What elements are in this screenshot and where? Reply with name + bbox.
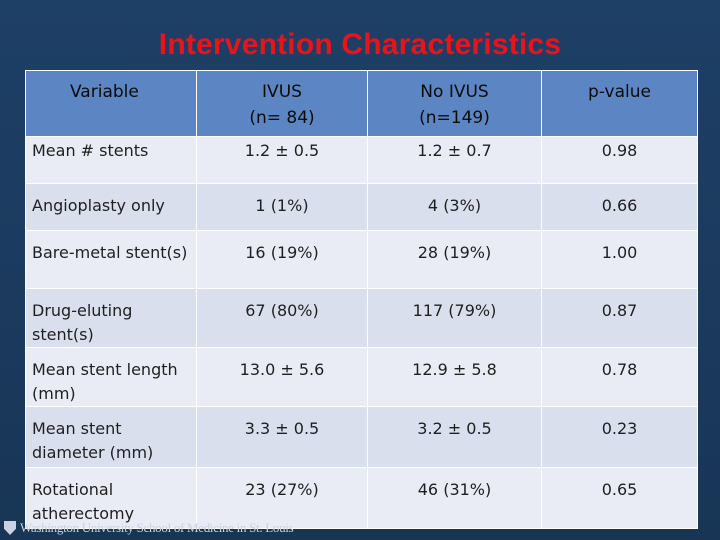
row-p-value: 1.00 [541,230,698,289]
row-p-value: 0.98 [541,136,698,184]
row-no-ivus-value: 4 (3%) [367,183,542,231]
header-ivus-n: (n= 84) [249,108,315,128]
row-p-value: 0.23 [541,406,698,468]
row-p-value: 0.87 [541,288,698,348]
table-row: Angioplasty only 1 (1%) 4 (3%) 0.66 [25,183,698,231]
row-ivus-value: 23 (27%) [196,467,368,529]
row-p-value: 0.78 [541,347,698,407]
row-ivus-value: 67 (80%) [196,288,368,348]
row-ivus-value: 1.2 ± 0.5 [196,136,368,184]
row-no-ivus-value: 1.2 ± 0.7 [367,136,542,184]
table-row: Mean stent length (mm) 13.0 ± 5.6 12.9 ±… [25,347,698,407]
row-variable: Drug-eluting stent(s) [25,288,197,348]
row-p-value: 0.66 [541,183,698,231]
characteristics-table: Variable IVUS (n= 84) No IVUS (n=149) p-… [25,70,698,529]
row-no-ivus-value: 117 (79%) [367,288,542,348]
row-ivus-value: 13.0 ± 5.6 [196,347,368,407]
header-ivus: IVUS (n= 84) [196,70,368,137]
row-p-value: 0.65 [541,467,698,529]
table-row: Rotational atherectomy 23 (27%) 46 (31%)… [25,467,698,529]
row-ivus-value: 1 (1%) [196,183,368,231]
row-no-ivus-value: 12.9 ± 5.8 [367,347,542,407]
header-variable-label: Variable [70,82,139,102]
header-no-ivus: No IVUS (n=149) [367,70,542,137]
row-ivus-value: 3.3 ± 0.5 [196,406,368,468]
table-row: Mean stent diameter (mm) 3.3 ± 0.5 3.2 ±… [25,406,698,468]
row-no-ivus-value: 46 (31%) [367,467,542,529]
table-header-row: Variable IVUS (n= 84) No IVUS (n=149) p-… [25,70,698,137]
footer-logo-text: Washington University School of Medicine… [20,520,294,535]
table-row: Bare-metal stent(s) 16 (19%) 28 (19%) 1.… [25,230,698,289]
slide-title: Intervention Characteristics [158,28,562,61]
row-no-ivus-value: 28 (19%) [367,230,542,289]
row-variable: Mean stent length (mm) [25,347,197,407]
row-variable: Rotational atherectomy [25,467,197,529]
header-ivus-label: IVUS [262,82,302,102]
header-variable: Variable [25,70,197,137]
header-no-ivus-label: No IVUS [420,82,489,102]
row-variable: Mean stent diameter (mm) [25,406,197,468]
university-shield-icon [4,521,16,535]
footer-logo: Washington University School of Medicine… [4,519,294,537]
row-variable: Angioplasty only [25,183,197,231]
header-no-ivus-n: (n=149) [419,108,490,128]
row-variable: Mean # stents [25,136,197,184]
table-row: Mean # stents 1.2 ± 0.5 1.2 ± 0.7 0.98 [25,136,698,184]
row-no-ivus-value: 3.2 ± 0.5 [367,406,542,468]
header-p-value: p-value [541,70,698,137]
table-row: Drug-eluting stent(s) 67 (80%) 117 (79%)… [25,288,698,348]
header-p-value-label: p-value [588,82,651,102]
row-variable: Bare-metal stent(s) [25,230,197,289]
row-ivus-value: 16 (19%) [196,230,368,289]
